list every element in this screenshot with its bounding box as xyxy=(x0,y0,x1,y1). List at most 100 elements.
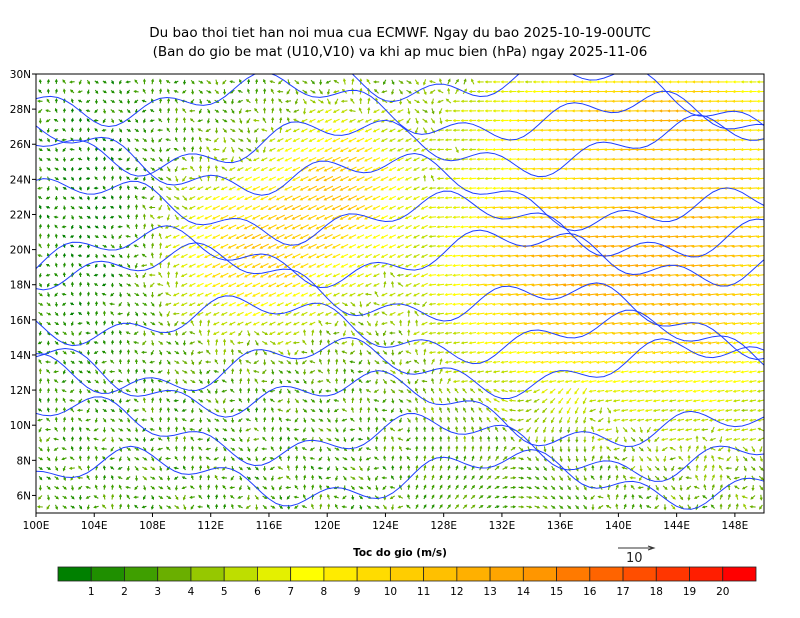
wind-vector xyxy=(507,244,518,248)
wind-vector xyxy=(717,456,724,460)
wind-vector xyxy=(484,109,493,113)
wind-vector xyxy=(739,196,750,200)
wind-vector xyxy=(358,321,364,326)
wind-vector xyxy=(508,157,517,161)
wind-vector xyxy=(470,494,476,500)
wind-vector xyxy=(118,484,122,490)
wind-vector xyxy=(542,505,548,509)
wind-vector xyxy=(430,406,435,413)
wind-vector xyxy=(318,475,323,480)
wind-vector xyxy=(396,253,404,258)
wind-vector xyxy=(678,475,683,481)
wind-vector xyxy=(315,253,325,259)
wind-vector xyxy=(197,505,203,509)
wind-vector xyxy=(351,387,355,394)
wind-vector xyxy=(364,292,372,296)
wind-vector xyxy=(126,339,130,345)
wind-vector xyxy=(507,186,517,190)
wind-vector xyxy=(46,485,51,490)
wind-vector xyxy=(141,196,147,200)
wind-vector xyxy=(468,128,477,132)
wind-vector xyxy=(323,224,333,230)
wind-vector xyxy=(102,206,107,209)
wind-vector xyxy=(347,205,358,211)
wind-vector xyxy=(236,311,244,316)
wind-vector xyxy=(254,387,259,394)
wind-vector xyxy=(212,321,220,326)
wind-vector xyxy=(571,331,582,335)
wind-vector xyxy=(524,360,533,364)
wind-vector xyxy=(391,504,395,511)
wind-vector xyxy=(278,107,283,114)
wind-vector xyxy=(660,408,669,413)
wind-vector xyxy=(724,90,734,94)
wind-vector xyxy=(332,263,341,268)
wind-vector xyxy=(37,341,43,345)
wind-vector xyxy=(94,474,99,481)
wind-vector xyxy=(255,504,259,511)
wind-vector xyxy=(142,340,147,346)
wind-vector xyxy=(173,466,179,470)
wind-vector xyxy=(46,282,50,288)
wind-vector xyxy=(293,118,300,123)
wind-vector xyxy=(567,475,571,482)
wind-vector xyxy=(247,397,251,403)
wind-vector xyxy=(245,505,251,509)
wind-vector xyxy=(307,224,317,230)
wind-vector xyxy=(587,360,597,364)
wind-vector xyxy=(364,253,372,258)
wind-vector xyxy=(603,186,614,190)
wind-vector xyxy=(740,360,749,364)
wind-vector xyxy=(54,416,58,423)
wind-vector xyxy=(86,350,90,356)
wind-vector xyxy=(510,485,517,490)
wind-vector xyxy=(46,407,50,413)
wind-vector xyxy=(180,234,188,239)
wind-vector xyxy=(367,475,371,482)
wind-vector xyxy=(699,283,710,287)
wind-vector xyxy=(102,175,106,181)
wind-vector xyxy=(94,379,100,384)
wind-vector xyxy=(420,234,428,239)
wind-vector xyxy=(407,329,411,336)
wind-vector xyxy=(78,215,83,219)
wind-vector xyxy=(166,369,170,376)
wind-vector xyxy=(582,397,587,405)
wind-vector xyxy=(467,283,477,287)
wind-vector xyxy=(725,437,733,442)
wind-vector xyxy=(238,447,244,451)
wind-vector xyxy=(683,186,694,190)
wind-vector xyxy=(475,273,485,277)
wind-vector xyxy=(332,128,341,133)
wind-vector xyxy=(254,495,259,500)
wind-vector xyxy=(663,455,667,463)
wind-vector xyxy=(423,358,427,365)
wind-vector xyxy=(611,196,622,200)
wind-vector xyxy=(331,166,341,172)
wind-vector xyxy=(46,437,51,442)
wind-vector xyxy=(388,138,396,142)
wind-vector xyxy=(77,254,83,258)
wind-vector xyxy=(733,418,741,422)
wind-vector xyxy=(380,166,389,172)
wind-vector xyxy=(747,235,758,239)
wind-vector xyxy=(126,408,130,414)
wind-vector xyxy=(307,185,318,191)
wind-vector xyxy=(412,282,420,287)
wind-vector xyxy=(707,341,718,345)
wind-vector xyxy=(190,436,195,442)
wind-vector xyxy=(583,446,587,453)
wind-vector xyxy=(700,389,709,393)
wind-vector xyxy=(263,107,267,114)
wind-vector xyxy=(595,148,606,152)
wind-vector xyxy=(467,254,477,258)
wind-vector xyxy=(359,349,363,357)
wind-vector xyxy=(94,165,98,171)
wind-vector xyxy=(516,99,525,103)
wind-vector xyxy=(735,503,739,510)
wind-vector xyxy=(343,368,347,374)
wind-vector xyxy=(356,137,365,143)
wind-vector xyxy=(547,196,558,200)
wind-vector xyxy=(468,157,477,161)
wind-vector xyxy=(94,300,99,307)
